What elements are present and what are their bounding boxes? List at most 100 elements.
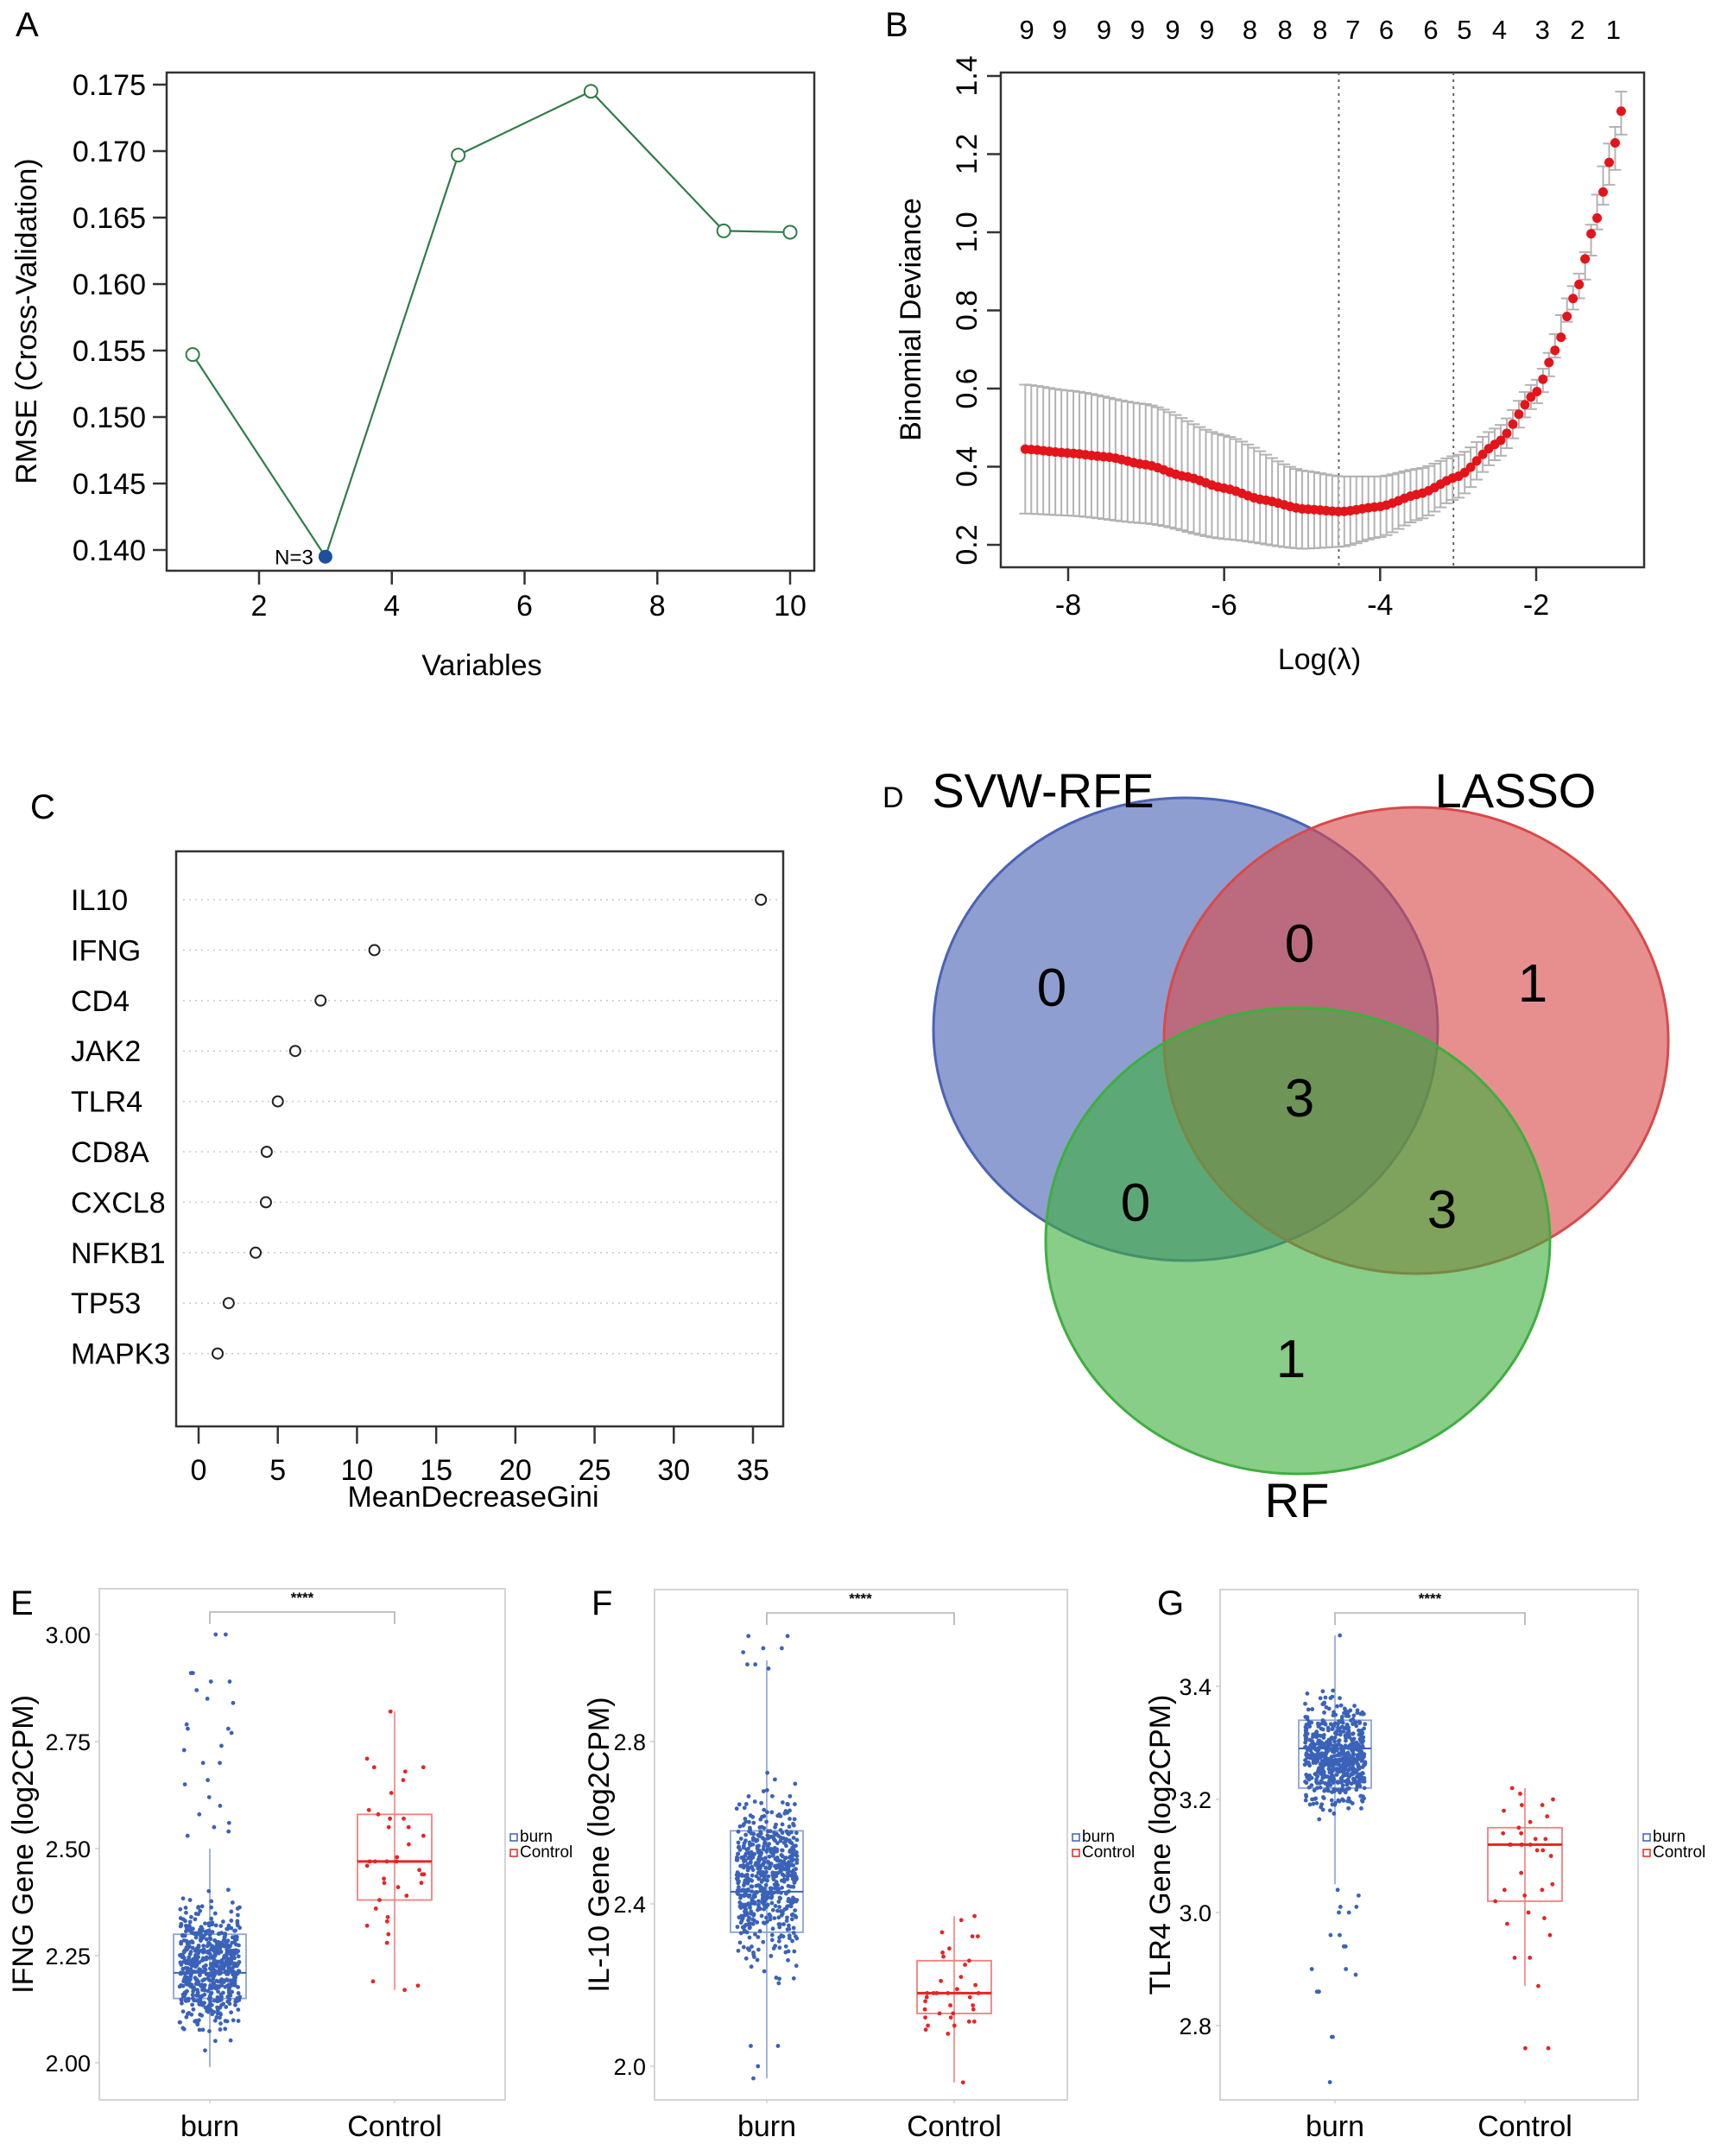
data-point bbox=[388, 1816, 393, 1821]
data-point bbox=[213, 2039, 218, 2044]
data-point bbox=[199, 1949, 205, 1953]
data-point bbox=[225, 1999, 231, 2004]
data-point bbox=[181, 1949, 187, 1954]
plot-frame bbox=[98, 1588, 506, 2101]
data-point bbox=[773, 1832, 778, 1837]
data-point bbox=[781, 1922, 787, 1926]
data-point bbox=[952, 2023, 957, 2028]
data-point bbox=[737, 1904, 743, 1909]
data-point bbox=[208, 1951, 212, 1957]
data-point bbox=[1345, 1750, 1351, 1755]
data-point bbox=[233, 2002, 237, 2007]
data-point bbox=[1304, 1726, 1309, 1731]
data-point bbox=[415, 1983, 421, 1988]
y-tick-label: 0.2 bbox=[951, 524, 984, 565]
data-point bbox=[746, 1894, 751, 1898]
data-point bbox=[748, 1859, 753, 1864]
data-point bbox=[737, 1824, 743, 1829]
data-point bbox=[1307, 1724, 1313, 1729]
data-point bbox=[923, 1999, 928, 2004]
data-point bbox=[188, 1974, 193, 1979]
data-point bbox=[785, 1874, 790, 1879]
data-point bbox=[204, 1937, 209, 1942]
data-point bbox=[180, 1896, 186, 1901]
outlier-point bbox=[761, 1646, 766, 1651]
data-point bbox=[199, 1904, 205, 1909]
data-point bbox=[785, 1915, 789, 1920]
data-point bbox=[937, 2011, 942, 2016]
data-point bbox=[236, 1954, 241, 1959]
significance-stars: **** bbox=[291, 1590, 314, 1606]
data-point bbox=[1332, 1811, 1337, 1816]
y-tick-label: 0.140 bbox=[73, 534, 146, 567]
data-point bbox=[780, 1800, 785, 1805]
data-point bbox=[772, 1916, 777, 1920]
data-point bbox=[1315, 1786, 1319, 1791]
y-tick-label: 0.4 bbox=[951, 446, 984, 487]
data-point bbox=[371, 1765, 376, 1770]
data-point bbox=[1345, 1756, 1351, 1761]
data-point bbox=[748, 1905, 752, 1910]
data-point bbox=[1347, 1774, 1351, 1780]
data-point bbox=[388, 1709, 393, 1714]
plot-frame bbox=[999, 71, 1646, 569]
x-tick-label: 25 bbox=[579, 1454, 611, 1487]
data-point bbox=[763, 1865, 769, 1870]
data-point bbox=[1519, 1803, 1524, 1807]
data-point bbox=[236, 1985, 241, 1989]
top-axis-label: 9 bbox=[1165, 15, 1180, 45]
outlier-point bbox=[745, 1662, 750, 1667]
data-point bbox=[202, 1992, 207, 1997]
data-point bbox=[762, 1856, 768, 1861]
data-point bbox=[237, 1905, 242, 1910]
y-tick-label: 1.4 bbox=[951, 55, 984, 96]
data-point bbox=[773, 1777, 777, 1782]
data-point bbox=[1317, 1738, 1322, 1743]
y-tick-label: 0.175 bbox=[73, 69, 146, 102]
data-point bbox=[766, 1874, 771, 1879]
data-point bbox=[1331, 1743, 1336, 1748]
data-point bbox=[773, 1849, 778, 1854]
data-point bbox=[202, 1988, 207, 1993]
data-point bbox=[196, 1912, 200, 1917]
data-point bbox=[382, 1876, 386, 1881]
importance-point bbox=[212, 1347, 225, 1360]
data-point bbox=[1311, 1801, 1316, 1806]
data-point bbox=[750, 1944, 754, 1949]
data-point bbox=[212, 1911, 218, 1916]
outlier-point bbox=[1338, 1905, 1343, 1909]
data-point bbox=[1319, 1733, 1323, 1738]
data-point bbox=[1323, 1695, 1328, 1700]
data-point bbox=[743, 1832, 749, 1837]
data-point bbox=[762, 1825, 767, 1830]
outlier-point bbox=[749, 2044, 753, 2048]
data-point bbox=[233, 1975, 238, 1980]
data-point bbox=[748, 1842, 752, 1847]
data-point bbox=[1348, 1744, 1353, 1748]
importance-point bbox=[368, 944, 381, 957]
data-point bbox=[178, 1960, 183, 1965]
data-point bbox=[777, 1976, 781, 1982]
data-point bbox=[1331, 1778, 1336, 1783]
y-tick-label: 3.00 bbox=[45, 1622, 91, 1648]
x-tick-label: -8 bbox=[1055, 589, 1081, 622]
data-point bbox=[742, 1883, 746, 1887]
gene-label: MAPK3 bbox=[71, 1338, 170, 1371]
data-point bbox=[769, 1938, 775, 1943]
data-point bbox=[198, 1908, 203, 1913]
data-point bbox=[759, 1880, 764, 1884]
outlier-point bbox=[1344, 1967, 1349, 1971]
data-point bbox=[218, 2011, 223, 2016]
data-point bbox=[215, 2005, 219, 2010]
data-point bbox=[1526, 1910, 1531, 1915]
data-point bbox=[769, 1894, 775, 1899]
data-point bbox=[214, 2015, 219, 2020]
data-point bbox=[181, 2026, 187, 2032]
data-point bbox=[758, 1906, 762, 1912]
data-point bbox=[1349, 1781, 1354, 1786]
data-point bbox=[794, 1875, 799, 1880]
data-point bbox=[185, 1941, 190, 1946]
data-point bbox=[750, 1884, 755, 1889]
data-point bbox=[745, 1902, 750, 1907]
